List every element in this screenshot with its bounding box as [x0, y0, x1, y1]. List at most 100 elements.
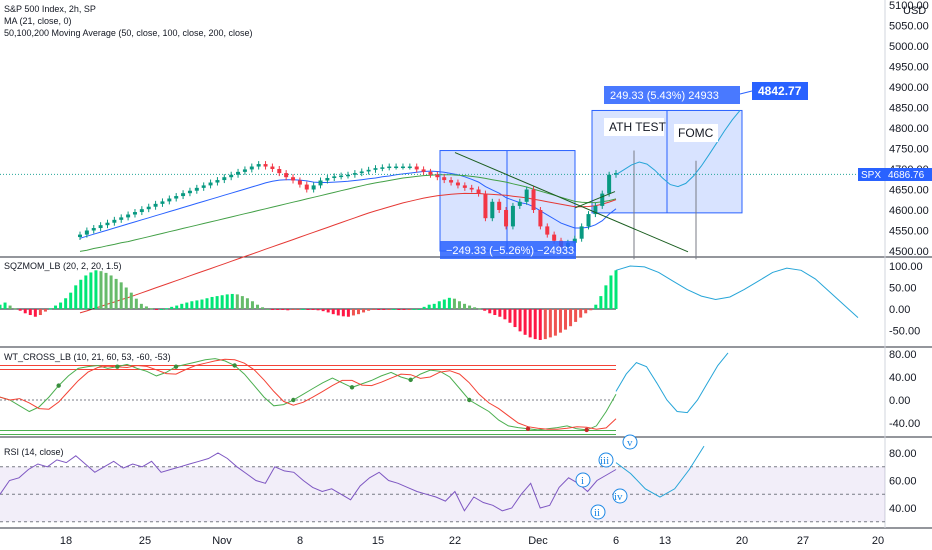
- target-label-bg: [752, 82, 808, 100]
- candle: [517, 201, 522, 206]
- date-tick: 15: [372, 535, 384, 547]
- ma-multi-legend: 50,100,200 Moving Average (50, close, 10…: [4, 28, 253, 38]
- sqz-bar: [382, 309, 386, 310]
- price-tick: 4750.00: [889, 144, 929, 156]
- sqz-bar: [508, 309, 512, 323]
- price-tick: 4650.00: [889, 185, 929, 197]
- wt-cross-dot: [408, 377, 413, 383]
- candle: [572, 238, 577, 243]
- sqz-bar: [3, 302, 7, 309]
- svg-text:iv: iv: [614, 491, 623, 503]
- sqz-bar: [493, 309, 497, 316]
- sqz-bar: [331, 309, 335, 315]
- wave-v: v: [622, 434, 638, 450]
- candle: [435, 174, 440, 178]
- sqz-bar: [276, 309, 280, 310]
- sqz-bar: [392, 309, 396, 310]
- projections: [615, 110, 859, 498]
- date-tick: Dec: [528, 535, 548, 547]
- sqz-bar: [503, 309, 507, 320]
- candle: [304, 184, 309, 190]
- candle: [497, 201, 502, 210]
- wt-tick: 0.00: [889, 395, 910, 407]
- wt-cross-dot: [232, 363, 237, 368]
- sqz-bar: [220, 295, 224, 309]
- measure-up-label-bg: [604, 86, 740, 104]
- sqz-bar: [99, 271, 103, 309]
- support-line: [574, 191, 616, 209]
- price-projection: [615, 110, 741, 188]
- sqz-bar: [518, 309, 522, 332]
- sqz-bar: [38, 309, 42, 316]
- sqz-bar: [144, 306, 148, 309]
- date-tick: Nov: [212, 535, 232, 547]
- sqz-bar: [402, 309, 406, 310]
- sqz-bar: [69, 292, 73, 309]
- wt-cross-dot: [349, 385, 355, 390]
- candle: [174, 196, 179, 199]
- sqz-bar: [235, 294, 239, 309]
- measure-down-label-bg: [440, 241, 576, 259]
- rsi-tick: 80.00: [889, 448, 917, 460]
- currency-label: USD: [903, 5, 926, 17]
- svg-text:iii: iii: [600, 455, 609, 467]
- candle: [242, 169, 247, 172]
- date-tick: 25: [139, 535, 151, 547]
- candle: [249, 166, 254, 170]
- sqz-bar: [59, 302, 63, 309]
- price-tick: 4950.00: [889, 62, 929, 74]
- candle: [428, 171, 433, 175]
- candle: [153, 203, 158, 207]
- wt-tick: -40.00: [889, 418, 920, 430]
- candle: [476, 189, 481, 194]
- candle: [132, 212, 137, 215]
- candle: [78, 234, 82, 238]
- candle: [215, 180, 220, 183]
- sqz-bar: [548, 309, 552, 338]
- candle: [339, 175, 344, 178]
- sqz-bar: [109, 275, 113, 309]
- candle: [346, 174, 350, 177]
- sqz-bar: [407, 309, 411, 310]
- sqz-bar: [286, 309, 290, 311]
- sqz-bar: [483, 309, 487, 311]
- candle: [586, 214, 591, 227]
- candle: [600, 193, 605, 206]
- sqz-bar: [311, 309, 315, 310]
- target-leader: [739, 90, 753, 95]
- candle: [284, 173, 289, 178]
- sqz-bar: [513, 309, 517, 328]
- sqz-bar: [468, 305, 472, 309]
- sqz-bar: [609, 275, 613, 309]
- sqz-bar: [346, 309, 350, 317]
- wt2-line: [0, 358, 617, 430]
- candle: [593, 205, 598, 215]
- rsi-band-fill: [0, 466, 885, 522]
- sqz-bar: [367, 309, 371, 311]
- candle: [297, 180, 302, 185]
- price-tick: 5000.00: [889, 41, 929, 53]
- candle: [105, 222, 110, 226]
- candle: [387, 166, 392, 169]
- sqz-bar: [589, 309, 593, 311]
- sqz-bar: [543, 309, 547, 340]
- sqz-bar: [296, 309, 300, 310]
- sqz-bar: [139, 303, 143, 309]
- candle: [167, 198, 172, 202]
- candle: [208, 182, 213, 186]
- candle: [462, 185, 467, 188]
- sqz-bar: [463, 303, 467, 309]
- svg-text:ii: ii: [594, 507, 600, 519]
- candle: [256, 164, 261, 167]
- price-tick: 5100.00: [889, 0, 929, 12]
- sqz-bar: [266, 309, 270, 310]
- candle: [222, 177, 227, 181]
- sqz-bar: [336, 309, 340, 316]
- sqz-bar: [28, 309, 32, 316]
- candle: [394, 166, 399, 169]
- candle: [359, 171, 364, 174]
- candle: [455, 182, 460, 186]
- candle: [126, 214, 131, 218]
- candle: [160, 201, 165, 204]
- candle: [194, 187, 199, 191]
